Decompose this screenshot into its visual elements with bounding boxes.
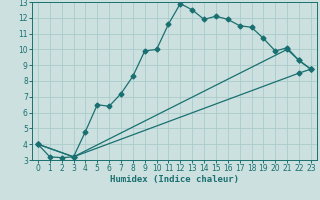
X-axis label: Humidex (Indice chaleur): Humidex (Indice chaleur)	[110, 175, 239, 184]
